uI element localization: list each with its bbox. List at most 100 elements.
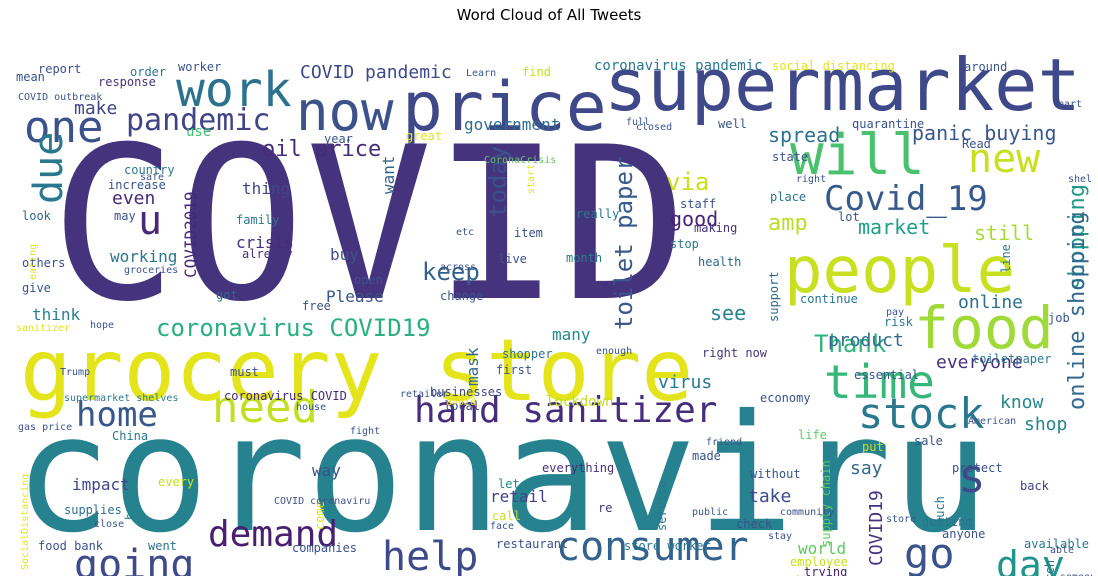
cloud-word: supermarket shelves xyxy=(64,393,178,404)
cloud-word: store worker xyxy=(624,539,711,553)
cloud-word: around xyxy=(964,60,1007,74)
cloud-word: safe xyxy=(140,172,164,183)
cloud-word: take xyxy=(748,486,791,507)
cloud-word: community xyxy=(780,507,834,518)
cloud-word: public xyxy=(692,507,728,518)
cloud-word: now xyxy=(296,80,394,143)
cloud-word: Please xyxy=(326,287,384,306)
cloud-word: online shopping xyxy=(1065,211,1090,410)
cloud-word: employee xyxy=(790,555,848,569)
cloud-word: will xyxy=(790,123,925,188)
cloud-word: market xyxy=(858,215,930,239)
cloud-word: place xyxy=(770,190,806,204)
cloud-word: lockdown xyxy=(546,394,613,410)
cloud-word: back xyxy=(1020,479,1050,493)
cloud-word: call xyxy=(492,509,521,523)
cloud-word: impact xyxy=(72,475,130,494)
cloud-word: due xyxy=(26,132,72,204)
cloud-word: across xyxy=(440,262,476,273)
cloud-word: help xyxy=(382,534,478,576)
cloud-word: face xyxy=(490,521,514,532)
cloud-word: house xyxy=(296,402,326,413)
cloud-word: coronavirus COVID xyxy=(224,389,347,403)
cloud-word: online xyxy=(958,292,1023,313)
cloud-word: quarantine xyxy=(852,117,924,131)
cloud-word: product xyxy=(828,330,904,351)
cloud-word: item xyxy=(514,226,543,240)
cloud-word: shop xyxy=(1024,414,1067,435)
cloud-word: even xyxy=(112,188,155,209)
cloud-word: country xyxy=(124,163,175,177)
cloud-word: demand xyxy=(208,514,338,555)
cloud-word: check xyxy=(736,517,773,531)
cloud-word: spread xyxy=(768,123,840,147)
cloud-word: come xyxy=(313,501,327,530)
cloud-word: Thank xyxy=(814,330,887,358)
cloud-word: state xyxy=(772,150,808,164)
cloud-word: COVID outbreak xyxy=(18,92,102,103)
cloud-word: mean xyxy=(16,70,45,84)
cloud-word: hour xyxy=(123,491,137,520)
cloud-word: increase xyxy=(108,178,166,192)
cloud-word: getting xyxy=(922,515,973,529)
cloud-word: Covid_19 xyxy=(824,179,988,219)
cloud-word: COVID coronaviru xyxy=(274,496,370,507)
cloud-word: really xyxy=(576,207,619,221)
cloud-word: economy xyxy=(760,391,811,405)
cloud-word: going xyxy=(74,542,194,576)
cloud-word: use xyxy=(186,124,211,140)
cloud-word: health xyxy=(698,255,741,269)
cloud-word: COVID19 xyxy=(866,490,887,566)
cloud-word: without xyxy=(750,467,801,481)
cloud-word: grocery store xyxy=(20,321,693,421)
cloud-word: lot xyxy=(838,210,860,224)
cloud-word: crisis xyxy=(236,233,294,252)
cloud-word: avoid xyxy=(446,397,476,408)
cloud-word: able xyxy=(1050,545,1074,556)
cloud-word: many xyxy=(552,325,591,344)
cloud-word: via xyxy=(666,168,709,196)
cloud-word: response xyxy=(98,75,156,89)
cloud-word: supply chain xyxy=(819,460,833,547)
cloud-word: world xyxy=(798,539,846,558)
cloud-word: keep xyxy=(422,258,480,286)
cloud-word: shopping xyxy=(1065,184,1090,290)
cloud-word: free xyxy=(302,299,331,313)
cloud-word: sale xyxy=(914,434,943,448)
cloud-word: order xyxy=(130,65,166,79)
cloud-word: change xyxy=(440,289,483,303)
cloud-word: mask xyxy=(463,347,482,386)
cloud-word: make xyxy=(74,98,117,119)
cloud-word: American xyxy=(968,416,1016,427)
cloud-word: part xyxy=(1058,99,1082,110)
cloud-word: China xyxy=(112,429,148,443)
cloud-word: hope xyxy=(90,320,114,331)
cloud-word: went xyxy=(148,539,177,553)
cloud-word: want xyxy=(379,155,398,194)
cloud-word: toiletpaper xyxy=(972,352,1051,366)
cloud-word: support xyxy=(767,271,781,322)
cloud-word: know xyxy=(1000,392,1044,413)
cloud-word: coronavirus pandemic xyxy=(594,58,763,74)
cloud-word: protect xyxy=(952,461,1003,475)
cloud-word: open xyxy=(354,273,383,287)
cloud-word: made xyxy=(692,449,721,463)
cloud-word: first xyxy=(496,363,532,377)
cloud-word: store xyxy=(886,514,916,525)
cloud-word: retail xyxy=(490,487,548,506)
cloud-word: trying xyxy=(804,565,847,576)
cloud-word: right now xyxy=(702,346,768,360)
cloud-word: family xyxy=(236,213,279,227)
cloud-word: day xyxy=(996,543,1065,576)
word-cloud: COVID coronaviru grocery store supermarket p… xyxy=(6,30,1092,576)
cloud-word: need xyxy=(212,382,318,433)
cloud-word: eating xyxy=(28,244,39,280)
cloud-word: anyone xyxy=(942,527,985,541)
cloud-word: available xyxy=(1024,537,1089,551)
cloud-word: service xyxy=(655,480,669,531)
cloud-word: thing xyxy=(242,179,290,198)
cloud-word: gas price xyxy=(18,422,72,433)
cloud-word: everyone xyxy=(936,352,1023,373)
cloud-word: think xyxy=(32,305,81,324)
cloud-word: live xyxy=(498,252,527,266)
